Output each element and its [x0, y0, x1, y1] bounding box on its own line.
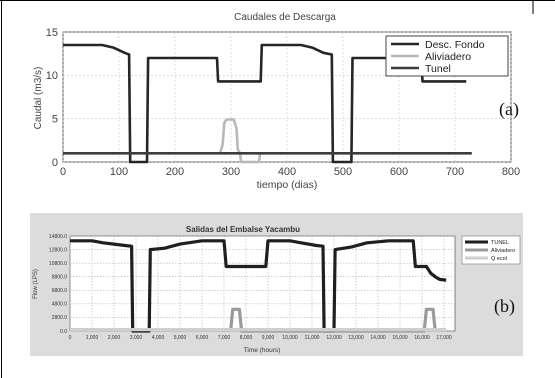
y-tick-label: 6800.0: [52, 288, 68, 294]
x-tick-label: 0: [69, 335, 72, 341]
x-tick-label: 2,000: [108, 335, 121, 341]
series-line-desc-fondo: [63, 43, 467, 164]
chart-b-title: Salidas del Embalse Yacambu: [186, 225, 300, 234]
series-line-aliviadero: [218, 118, 262, 164]
chart-b-xlabel: Time (hours): [244, 347, 281, 354]
chart-a-legend-label-tunel: Tunel: [425, 63, 451, 75]
x-tick-label: 400: [278, 166, 296, 178]
y-tick-label: 4800.0: [52, 302, 68, 308]
chart-a-title: Caudales de Descarga: [234, 12, 336, 23]
chart-b-legend-label-tunel: TUNEL: [491, 240, 509, 246]
chart-b-legend-label-aliviadero: Aliviadero: [491, 248, 515, 254]
chart-a-panel-label: (a): [499, 99, 519, 120]
chart-b-ylabel: Flow (LPS): [33, 269, 39, 299]
x-tick-label: 0: [60, 166, 66, 178]
x-tick-label: 700: [446, 166, 464, 178]
x-tick-label: 6,000: [196, 335, 209, 341]
chart-a-xlabel: tiempo (dias): [257, 179, 318, 191]
series-line-tunel: [70, 239, 447, 333]
y-tick-label: 8800.0: [52, 274, 68, 280]
y-tick-label: 0: [52, 157, 58, 169]
chart-a-legend-label-aliviadero: Aliviadero: [425, 51, 471, 63]
y-tick-label: 2800.0: [52, 315, 68, 321]
chart-b-y-ticks: 0.0 2800.0 4800.0 6800.0 8800.0 10800.0 12800.…: [49, 234, 67, 335]
x-tick-label: 12,000: [326, 335, 342, 341]
x-tick-label: 17,000: [436, 335, 452, 341]
x-tick-label: 1,000: [86, 335, 99, 341]
x-tick-label: 13,000: [348, 335, 364, 341]
x-tick-label: 100: [110, 166, 128, 178]
x-tick-label: 4,000: [152, 335, 165, 341]
y-tick-label: 14800.0: [49, 234, 67, 240]
y-tick-label: 5: [52, 114, 58, 126]
y-tick-label: 12800.0: [49, 247, 67, 253]
chart-a-legend: Desc. Fondo Aliviadero Tunel: [385, 35, 509, 77]
chart-a-legend-label-desc-fondo: Desc. Fondo: [425, 39, 485, 51]
x-tick-label: 14,000: [370, 335, 386, 341]
x-tick-label: 9,000: [262, 335, 275, 341]
x-tick-label: 15,000: [392, 335, 408, 341]
chart-b: Salidas del Embalse Yacambu 0 1,000 2,000 3…: [30, 213, 523, 356]
chart-a-y-ticks: 0 5 10 15: [46, 27, 58, 169]
x-tick-label: 11,000: [305, 335, 320, 341]
x-tick-label: 600: [390, 166, 408, 178]
chart-a-x-ticks: 0 100 200 300 400 500 600 700 800: [60, 166, 520, 178]
chart-b-series: [70, 239, 447, 333]
y-tick-label: 0.0: [60, 329, 67, 335]
y-tick-label: 10800.0: [49, 261, 67, 267]
x-tick-label: 16,000: [414, 335, 430, 341]
x-tick-label: 300: [222, 166, 240, 178]
x-tick-label: 800: [502, 166, 520, 178]
chart-a-series: [63, 43, 472, 164]
x-tick-label: 10,000: [282, 335, 298, 341]
chart-b-legend-label-q-ecol: Q ecol: [491, 256, 507, 262]
chart-a-ylabel: Caudal (m3/s): [33, 67, 44, 130]
chart-a: Caudales de Descarga 0 100 200 300 400 500 600…: [33, 12, 520, 191]
x-tick-label: 3,000: [130, 335, 143, 341]
x-tick-label: 8,000: [240, 335, 253, 341]
x-tick-label: 500: [334, 166, 352, 178]
x-tick-label: 200: [166, 166, 184, 178]
chart-b-x-ticks: 0 1,000 2,000 3,000 4,000 5,000 6,000 7,000 8,00…: [69, 335, 452, 341]
chart-b-panel-label: (b): [494, 296, 515, 317]
x-tick-label: 5,000: [174, 335, 187, 341]
chart-b-plot-area: [69, 235, 456, 332]
chart-b-legend: TUNEL Aliviadero Q ecol: [461, 235, 521, 265]
y-tick-label: 15: [46, 27, 58, 39]
y-tick-label: 10: [46, 70, 58, 82]
x-tick-label: 7,000: [218, 335, 231, 341]
